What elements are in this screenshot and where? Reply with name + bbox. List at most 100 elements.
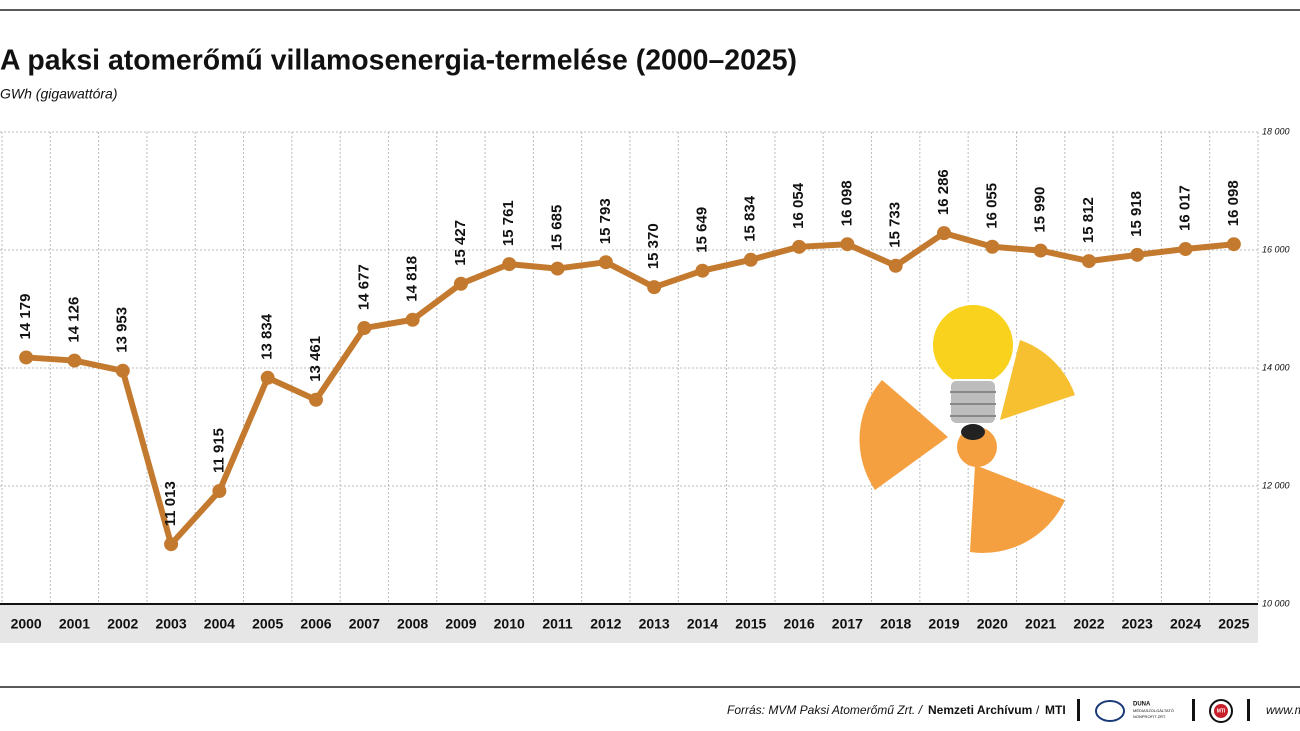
y-tick-label: 18 000	[1262, 126, 1290, 136]
x-tick-label: 2023	[1122, 616, 1153, 632]
data-point	[598, 255, 613, 270]
data-point	[937, 226, 951, 241]
data-point	[453, 276, 468, 291]
x-tick-label: 2004	[204, 616, 235, 632]
logo-text: NONPROFIT ZRT.	[1133, 714, 1166, 719]
source-text: /	[1036, 703, 1040, 717]
data-point	[405, 312, 420, 327]
bulb-tip	[961, 424, 985, 440]
x-tick-label: 2015	[735, 616, 766, 632]
subtitle: GWh (gigawattóra)	[0, 86, 117, 102]
x-tick-label: 2009	[445, 616, 476, 632]
logo-text: MÉDIASZOLGÁLTATÓ	[1133, 708, 1174, 713]
data-point	[19, 350, 34, 365]
x-tick-label: 2020	[977, 616, 1008, 632]
x-tick-label: 2011	[542, 616, 573, 632]
data-label: 15 793	[597, 198, 614, 244]
data-point	[67, 353, 82, 368]
x-tick-label: 2002	[107, 616, 138, 632]
data-label: 15 812	[1080, 197, 1097, 243]
x-tick-label: 2014	[687, 616, 718, 632]
separator	[1077, 699, 1080, 721]
data-label: 15 834	[742, 195, 759, 242]
data-label: 13 953	[114, 307, 131, 353]
x-tick-label: 2017	[832, 616, 863, 632]
illustration	[859, 301, 1075, 553]
data-point	[1081, 254, 1096, 269]
x-tick-label: 2025	[1218, 616, 1249, 632]
plot-area: 10 000 12 000 14 000 16 000 18 000 14 179 14 1…	[0, 126, 1290, 632]
data-point	[1130, 247, 1145, 262]
x-tick-label: 2010	[494, 616, 525, 632]
series-line	[25, 230, 1235, 548]
category-band	[0, 605, 1258, 643]
x-tick-label: 2003	[155, 616, 186, 632]
x-tick-label: 2018	[880, 616, 911, 632]
data-label: 15 427	[452, 220, 469, 266]
y-tick-label: 12 000	[1262, 480, 1290, 490]
y-tick-label: 14 000	[1262, 362, 1290, 372]
data-point	[260, 370, 275, 385]
data-label: 15 990	[1032, 187, 1049, 233]
data-point	[357, 321, 372, 336]
x-tick-label: 2008	[397, 616, 428, 632]
source-text: Forrás: MVM Paksi Atomerőmű Zrt. /	[727, 703, 924, 717]
data-point	[888, 258, 903, 273]
source-text: MTI	[1045, 703, 1066, 717]
data-label: 14 677	[355, 264, 372, 310]
data-label: 15 733	[887, 202, 904, 248]
data-label: 15 761	[500, 200, 517, 246]
x-tick-label: 2001	[59, 616, 90, 632]
bulb-glass	[929, 301, 1017, 389]
source-text: Nemzeti Archívum	[928, 703, 1032, 717]
x-tick-label: 2006	[300, 616, 331, 632]
data-label: 16 054	[790, 182, 807, 229]
x-tick-label: 2022	[1073, 616, 1104, 632]
data-point	[743, 252, 758, 267]
data-label: 14 818	[404, 256, 421, 302]
mti-logo	[1209, 699, 1233, 723]
data-label: 15 918	[1128, 191, 1145, 237]
separator	[1192, 699, 1195, 721]
x-tick-label: 2019	[928, 616, 959, 632]
duna-logo	[1095, 700, 1125, 722]
chart-title: A paksi atomerőmű villamosenergia-termel…	[0, 45, 797, 77]
bulb-base	[949, 379, 997, 425]
data-label: 11 915	[210, 428, 227, 473]
data-point	[1178, 241, 1193, 256]
data-label: 11 013	[162, 481, 179, 526]
data-point	[164, 537, 179, 552]
x-tick-label: 2000	[11, 616, 42, 632]
data-point	[792, 239, 807, 254]
radiation-sector	[859, 380, 948, 490]
footer: Forrás: MVM Paksi Atomerőmű Zrt. / Nemze…	[727, 699, 1300, 723]
data-point	[550, 261, 565, 276]
radiation-sector	[1000, 340, 1075, 420]
data-point	[502, 257, 517, 272]
logo-text: MTI	[1217, 708, 1226, 714]
x-tick-label: 2024	[1170, 616, 1201, 632]
data-label: 16 098	[1225, 180, 1242, 226]
data-label: 16 286	[935, 169, 952, 215]
data-label: 15 370	[645, 223, 662, 269]
data-label: 16 098	[838, 180, 855, 226]
data-label: 14 179	[17, 294, 34, 340]
data-label: 15 685	[549, 205, 566, 251]
data-label: 13 834	[259, 313, 276, 360]
data-point	[1226, 237, 1241, 252]
x-tick-label: 2005	[252, 616, 283, 632]
website: www.m	[1266, 703, 1300, 717]
x-tick-label: 2007	[349, 616, 380, 632]
data-label: 16 017	[1177, 185, 1194, 231]
data-label: 15 649	[693, 207, 710, 253]
data-point	[212, 484, 227, 499]
logo-text: DUNA	[1133, 702, 1151, 708]
data-label: 14 126	[65, 297, 82, 343]
mti-logo	[1214, 704, 1228, 718]
data-point	[695, 263, 710, 278]
separator	[1247, 699, 1250, 721]
data-label: 13 461	[307, 336, 324, 382]
data-point	[115, 363, 130, 378]
x-tick-label: 2012	[590, 616, 621, 632]
